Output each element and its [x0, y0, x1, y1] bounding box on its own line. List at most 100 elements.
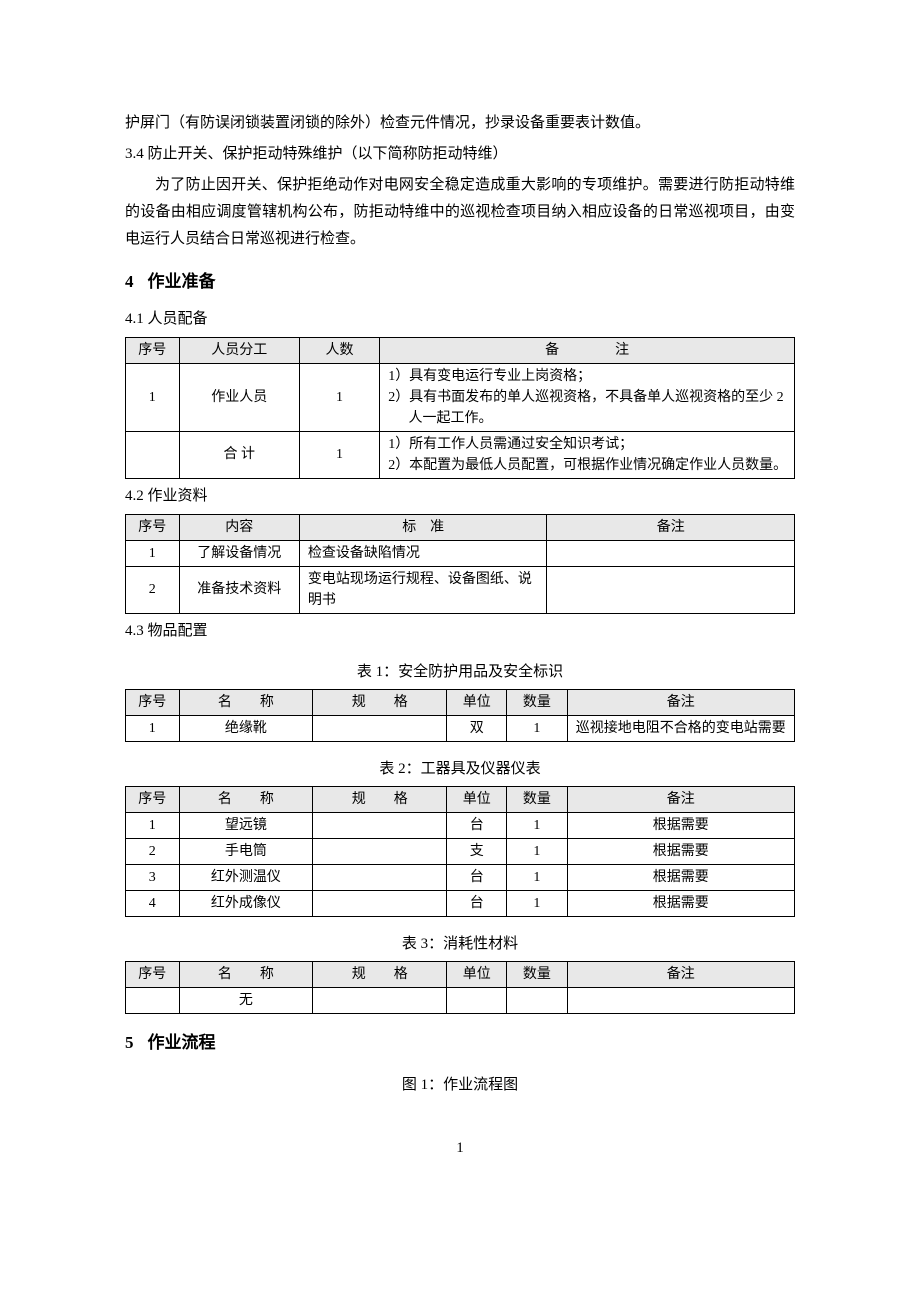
cell-unit: 支	[447, 838, 507, 864]
section-4-title: 作业准备	[148, 272, 216, 291]
cell-count: 1	[299, 431, 379, 478]
table-row: 合 计 1 1）所有工作人员需通过安全知识考试； 2）本配置为最低人员配置，可根…	[126, 431, 795, 478]
th-standard: 标 准	[299, 514, 547, 540]
cell-spec	[313, 987, 447, 1013]
cell-seq: 1	[126, 540, 180, 566]
cell-unit: 台	[447, 864, 507, 890]
th-note: 备注	[567, 689, 794, 715]
cell-seq: 2	[126, 838, 180, 864]
cell-seq: 1	[126, 715, 180, 741]
cell-spec	[313, 715, 447, 741]
cell-name: 望远镜	[179, 812, 313, 838]
note-line: 2）具有书面发布的单人巡视资格，不具备单人巡视资格的至少 2 人一起工作。	[388, 387, 790, 429]
th-spec: 规 格	[313, 961, 447, 987]
section-5-heading: 5 作业流程	[125, 1028, 795, 1059]
cell-qty: 1	[507, 864, 567, 890]
th-note: 备注	[567, 786, 794, 812]
cell-note: 1）所有工作人员需通过安全知识考试； 2）本配置为最低人员配置，可根据作业情况确…	[380, 431, 795, 478]
cell-seq: 2	[126, 566, 180, 613]
table-row: 3 红外测温仪 台 1 根据需要	[126, 864, 795, 890]
cell-role: 作业人员	[179, 363, 299, 431]
th-qty: 数量	[507, 961, 567, 987]
section-4-num: 4	[125, 272, 134, 291]
cell-spec	[313, 838, 447, 864]
table-row: 1 绝缘靴 双 1 巡视接地电阻不合格的变电站需要	[126, 715, 795, 741]
th-qty: 数量	[507, 689, 567, 715]
table-3-caption: 表 3：消耗性材料	[125, 931, 795, 958]
th-name: 名 称	[179, 689, 313, 715]
intro-line3: 为了防止因开关、保护拒绝动作对电网安全稳定造成重大影响的专项维护。需要进行防拒动…	[125, 172, 795, 253]
table-header-row: 序号 名 称 规 格 单位 数量 备注	[126, 786, 795, 812]
th-content: 内容	[179, 514, 299, 540]
cell-spec	[313, 890, 447, 916]
table-row: 4 红外成像仪 台 1 根据需要	[126, 890, 795, 916]
cell-qty: 1	[507, 838, 567, 864]
th-seq: 序号	[126, 961, 180, 987]
cell-qty: 1	[507, 812, 567, 838]
th-name: 名 称	[179, 786, 313, 812]
th-spec: 规 格	[313, 689, 447, 715]
cell-spec	[313, 864, 447, 890]
cell-qty: 1	[507, 715, 567, 741]
page-number: 1	[125, 1135, 795, 1162]
cell-name: 绝缘靴	[179, 715, 313, 741]
cell-content: 准备技术资料	[179, 566, 299, 613]
cell-content: 了解设备情况	[179, 540, 299, 566]
table-3: 序号 名 称 规 格 单位 数量 备注 无	[125, 961, 795, 1014]
table-row: 1 望远镜 台 1 根据需要	[126, 812, 795, 838]
cell-note: 根据需要	[567, 890, 794, 916]
intro-line2: 3.4 防止开关、保护拒动特殊维护（以下简称防拒动特维）	[125, 141, 795, 168]
cell-standard: 检查设备缺陷情况	[299, 540, 547, 566]
th-note: 备 注	[380, 337, 795, 363]
th-spec: 规 格	[313, 786, 447, 812]
cell-unit: 台	[447, 812, 507, 838]
th-note: 备注	[567, 961, 794, 987]
cell-name: 红外成像仪	[179, 890, 313, 916]
table-2: 序号 名 称 规 格 单位 数量 备注 1 望远镜 台 1 根据需要 2 手电筒…	[125, 786, 795, 917]
cell-count: 1	[299, 363, 379, 431]
cell-seq: 1	[126, 812, 180, 838]
cell-total: 合 计	[179, 431, 299, 478]
th-role: 人员分工	[179, 337, 299, 363]
cell-unit	[447, 987, 507, 1013]
table-4-1: 序号 人员分工 人数 备 注 1 作业人员 1 1）具有变电运行专业上岗资格； …	[125, 337, 795, 479]
subsection-4-3: 4.3 物品配置	[125, 618, 795, 645]
cell-spec	[313, 812, 447, 838]
section-5-num: 5	[125, 1033, 134, 1052]
cell-unit: 双	[447, 715, 507, 741]
cell-seq	[126, 431, 180, 478]
cell-note: 1）具有变电运行专业上岗资格； 2）具有书面发布的单人巡视资格，不具备单人巡视资…	[380, 363, 795, 431]
th-unit: 单位	[447, 786, 507, 812]
note-line: 1）具有变电运行专业上岗资格；	[388, 366, 790, 387]
section-5-title: 作业流程	[148, 1033, 216, 1052]
cell-qty: 1	[507, 890, 567, 916]
cell-seq	[126, 987, 180, 1013]
table-header-row: 序号 名 称 规 格 单位 数量 备注	[126, 689, 795, 715]
cell-note: 根据需要	[567, 864, 794, 890]
th-unit: 单位	[447, 689, 507, 715]
note-line: 2）本配置为最低人员配置，可根据作业情况确定作业人员数量。	[388, 455, 790, 476]
cell-note: 根据需要	[567, 838, 794, 864]
table-1: 序号 名 称 规 格 单位 数量 备注 1 绝缘靴 双 1 巡视接地电阻不合格的…	[125, 689, 795, 742]
subsection-4-1: 4.1 人员配备	[125, 306, 795, 333]
cell-name: 红外测温仪	[179, 864, 313, 890]
th-note: 备注	[547, 514, 795, 540]
cell-seq: 4	[126, 890, 180, 916]
table-header-row: 序号 人员分工 人数 备 注	[126, 337, 795, 363]
th-qty: 数量	[507, 786, 567, 812]
table-header-row: 序号 名 称 规 格 单位 数量 备注	[126, 961, 795, 987]
table-row: 2 准备技术资料 变电站现场运行规程、设备图纸、说明书	[126, 566, 795, 613]
cell-seq: 1	[126, 363, 180, 431]
cell-note: 根据需要	[567, 812, 794, 838]
th-seq: 序号	[126, 337, 180, 363]
table-row: 2 手电筒 支 1 根据需要	[126, 838, 795, 864]
cell-qty	[507, 987, 567, 1013]
cell-name: 无	[179, 987, 313, 1013]
cell-note: 巡视接地电阻不合格的变电站需要	[567, 715, 794, 741]
cell-note	[547, 566, 795, 613]
cell-note	[567, 987, 794, 1013]
th-unit: 单位	[447, 961, 507, 987]
cell-seq: 3	[126, 864, 180, 890]
th-name: 名 称	[179, 961, 313, 987]
th-seq: 序号	[126, 689, 180, 715]
